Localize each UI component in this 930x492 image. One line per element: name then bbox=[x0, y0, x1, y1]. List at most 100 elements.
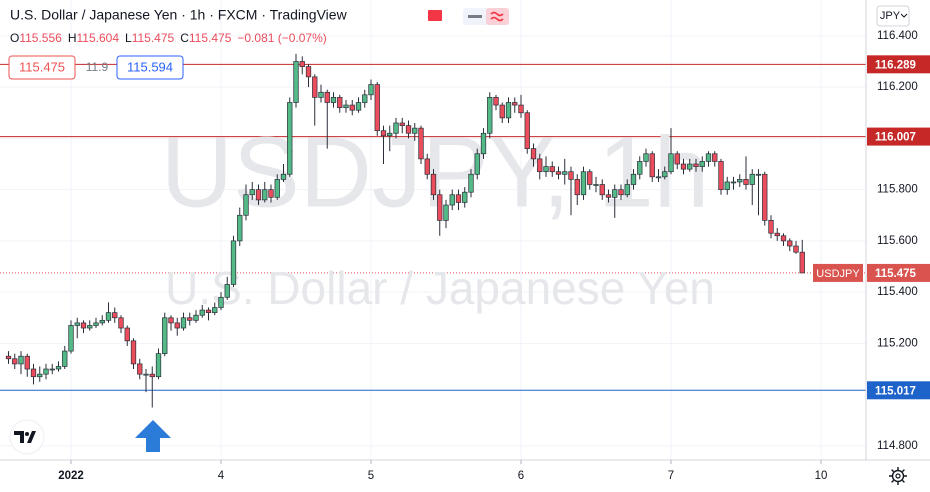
candle-body bbox=[549, 166, 555, 173]
symbol-label: USDJPY bbox=[816, 268, 860, 280]
buy-price: 115.594 bbox=[127, 59, 173, 74]
y-tick-label: 116.200 bbox=[877, 81, 918, 93]
candle-body bbox=[493, 97, 499, 106]
candle-body bbox=[180, 317, 187, 329]
candle-body bbox=[674, 153, 680, 165]
ohlc-legend: O115.556 H115.604 L115.475 C115.475 −0.081 (… bbox=[10, 31, 327, 45]
candle-body bbox=[168, 317, 174, 324]
candle-body bbox=[530, 148, 537, 160]
level-label-box bbox=[867, 127, 930, 146]
tv-logo bbox=[9, 419, 45, 455]
candle-body bbox=[312, 76, 318, 98]
candle-body bbox=[780, 235, 787, 242]
settings-icon[interactable] bbox=[889, 467, 907, 485]
candle-body bbox=[18, 355, 24, 365]
legend-key: O bbox=[10, 31, 19, 45]
candle-body bbox=[93, 322, 99, 326]
candle-body bbox=[512, 102, 518, 106]
candle-body bbox=[137, 363, 143, 375]
wave-button[interactable] bbox=[486, 8, 509, 25]
axes: 116.400116.200116.000115.800115.600115.4… bbox=[58, 30, 930, 482]
y-tick-label: 116.400 bbox=[877, 30, 918, 42]
candle-body bbox=[305, 66, 312, 78]
candle-body bbox=[318, 91, 324, 98]
candle-body bbox=[55, 366, 62, 370]
candle-body bbox=[349, 104, 355, 111]
candle-body bbox=[5, 355, 12, 360]
candle-body bbox=[468, 173, 474, 193]
candle-body bbox=[518, 104, 524, 114]
legend-value: 115.604 bbox=[77, 31, 120, 45]
candle-body bbox=[774, 232, 780, 237]
candle-body bbox=[768, 220, 774, 234]
symbol-label-box bbox=[813, 263, 863, 282]
buy-box[interactable] bbox=[116, 55, 184, 80]
x-tick-label: 5 bbox=[368, 470, 374, 482]
candle-body bbox=[562, 171, 568, 175]
x-tick-label: 7 bbox=[668, 470, 674, 482]
x-tick-label: 10 bbox=[815, 470, 828, 482]
candle-body bbox=[24, 355, 30, 370]
candle-body bbox=[643, 153, 649, 162]
candle-body bbox=[524, 112, 530, 149]
candle-body bbox=[662, 171, 668, 178]
candle-body bbox=[43, 368, 49, 375]
candle-body bbox=[474, 153, 480, 175]
candle-body bbox=[274, 179, 280, 198]
candle-body bbox=[755, 173, 762, 176]
candle-body bbox=[293, 61, 299, 103]
candle-body bbox=[143, 373, 149, 376]
candle-body bbox=[193, 314, 199, 321]
candle-body bbox=[749, 173, 755, 185]
candle-body bbox=[487, 97, 493, 134]
candle-body bbox=[724, 181, 730, 190]
candle-body bbox=[668, 153, 674, 173]
candle-body bbox=[130, 340, 137, 365]
x-tick-label: 6 bbox=[518, 470, 524, 482]
candle-body bbox=[374, 84, 380, 132]
candle-body bbox=[149, 373, 155, 378]
level-label-box bbox=[867, 381, 930, 400]
candle-body bbox=[418, 127, 424, 160]
candle-body bbox=[362, 94, 368, 103]
candle-body bbox=[237, 214, 243, 242]
candle-body bbox=[80, 322, 87, 329]
watermark: USDJPY, 1h bbox=[161, 116, 709, 228]
candle-body bbox=[299, 61, 305, 67]
candle-body bbox=[187, 317, 193, 321]
candle-body bbox=[105, 312, 112, 321]
sell-box[interactable] bbox=[8, 55, 76, 80]
candle-body bbox=[605, 194, 612, 198]
candle-body bbox=[787, 240, 793, 247]
candle-body bbox=[393, 122, 399, 134]
candle-body bbox=[368, 84, 374, 96]
x-tick-label: 2022 bbox=[58, 470, 84, 482]
y-tick-label: 115.800 bbox=[877, 184, 918, 196]
watermark-description: U.S. Dollar / Japanese Yen bbox=[165, 262, 715, 314]
candle-body bbox=[437, 194, 443, 221]
candle-body bbox=[255, 189, 262, 201]
minus-icon bbox=[468, 15, 482, 18]
candle-body bbox=[412, 127, 418, 134]
flag-icon[interactable] bbox=[428, 10, 442, 21]
candle-body bbox=[624, 184, 630, 196]
candle-body bbox=[424, 158, 430, 175]
sell-price: 115.475 bbox=[19, 59, 65, 74]
currency-caret bbox=[900, 13, 908, 18]
currency-box[interactable] bbox=[876, 5, 910, 27]
candle-body bbox=[399, 122, 405, 126]
candle-body bbox=[462, 191, 468, 203]
candle-body bbox=[330, 97, 337, 103]
candle-body bbox=[693, 163, 699, 167]
y-tick-label: 114.800 bbox=[877, 440, 918, 452]
candle-body bbox=[162, 317, 168, 354]
candle-body bbox=[537, 158, 543, 173]
candle-body bbox=[480, 132, 487, 155]
candle-body bbox=[449, 194, 455, 206]
candle-body bbox=[555, 171, 562, 175]
candle-body bbox=[124, 327, 130, 342]
candle-body bbox=[355, 102, 362, 111]
candle-body bbox=[649, 153, 655, 178]
